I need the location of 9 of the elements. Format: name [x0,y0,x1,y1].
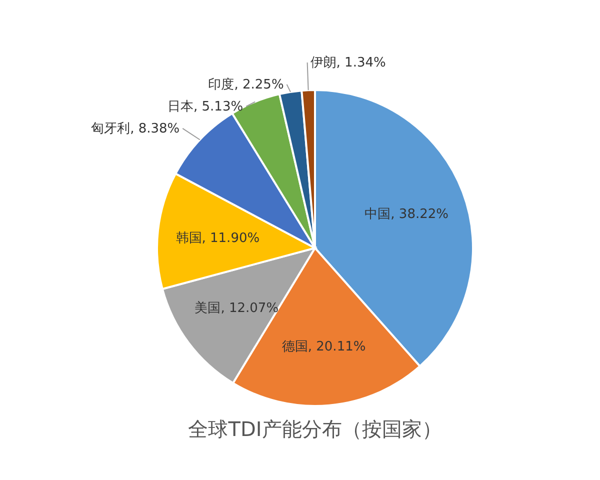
slice-label: 日本, 5.13% [168,99,244,114]
slice-label: 美国, 12.07% [194,300,279,316]
slice-label: 伊朗, 1.34% [310,54,386,70]
slice-label: 韩国, 11.90% [176,230,260,246]
slice-label: 德国, 20.11% [282,340,366,355]
slice-label: 印度, 2.25% [208,76,284,92]
slice-label: 匈牙利, 8.38% [91,121,180,136]
slice-label: 中国, 38.22% [364,207,449,222]
text: 全球TDI产能分布（按国家） [188,417,442,441]
